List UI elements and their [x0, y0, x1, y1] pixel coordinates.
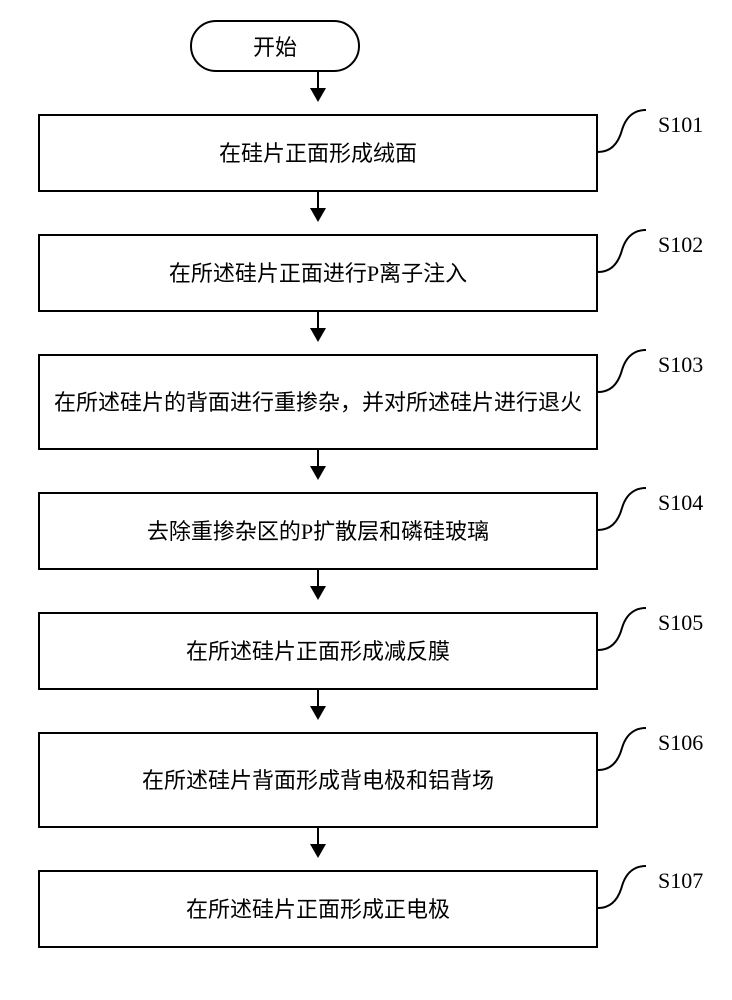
step-label-s106: S106	[658, 730, 703, 756]
start-node: 开始	[190, 20, 360, 72]
connector-s107	[598, 864, 656, 918]
step-label-s105: S105	[658, 610, 703, 636]
step-label-s107: S107	[658, 868, 703, 894]
arrow-0	[317, 72, 319, 100]
step-node-s102: 在所述硅片正面进行P离子注入	[38, 234, 598, 312]
step-label-s103: S103	[658, 352, 703, 378]
arrow-2	[317, 312, 319, 340]
arrow-4	[317, 570, 319, 598]
step-text: 在所述硅片背面形成背电极和铝背场	[142, 764, 494, 797]
arrow-1	[317, 192, 319, 220]
step-node-s104: 去除重掺杂区的P扩散层和磷硅玻璃	[38, 492, 598, 570]
connector-s102	[598, 228, 656, 282]
step-label-s101: S101	[658, 112, 703, 138]
connector-s106	[598, 726, 656, 780]
step-node-s105: 在所述硅片正面形成减反膜	[38, 612, 598, 690]
step-label-s104: S104	[658, 490, 703, 516]
step-text: 去除重掺杂区的P扩散层和磷硅玻璃	[147, 515, 489, 548]
step-label-s102: S102	[658, 232, 703, 258]
start-label: 开始	[253, 30, 297, 62]
step-text: 在所述硅片正面形成正电极	[186, 893, 450, 926]
step-text: 在硅片正面形成绒面	[219, 137, 417, 170]
step-node-s103: 在所述硅片的背面进行重掺杂，并对所述硅片进行退火	[38, 354, 598, 450]
step-text: 在所述硅片正面形成减反膜	[186, 635, 450, 668]
connector-s105	[598, 606, 656, 660]
connector-s101	[598, 108, 656, 162]
step-node-s106: 在所述硅片背面形成背电极和铝背场	[38, 732, 598, 828]
connector-s103	[598, 348, 656, 402]
arrow-3	[317, 450, 319, 478]
flowchart-canvas: 开始在硅片正面形成绒面 S101 在所述硅片正面进行P离子注入 S102 在所述硅片的背…	[0, 0, 732, 1000]
step-text: 在所述硅片的背面进行重掺杂，并对所述硅片进行退火	[54, 386, 582, 419]
arrow-6	[317, 828, 319, 856]
step-text: 在所述硅片正面进行P离子注入	[169, 257, 467, 290]
step-node-s101: 在硅片正面形成绒面	[38, 114, 598, 192]
step-node-s107: 在所述硅片正面形成正电极	[38, 870, 598, 948]
connector-s104	[598, 486, 656, 540]
arrow-5	[317, 690, 319, 718]
